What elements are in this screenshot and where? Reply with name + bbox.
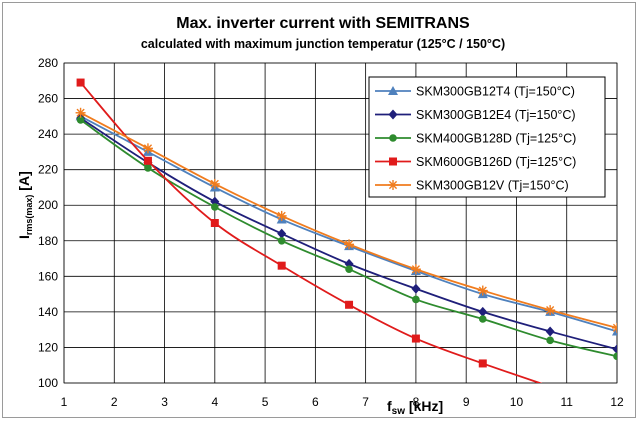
data-point-asterisk <box>276 210 287 221</box>
data-point-circle <box>211 203 219 211</box>
data-point-asterisk <box>545 305 556 316</box>
data-point-circle <box>412 295 420 304</box>
legend-item: SKM600GB126D (Tj=125°C) <box>375 155 576 169</box>
x-axis-label-main: f <box>387 398 392 414</box>
data-point-asterisk <box>209 178 220 189</box>
data-point-triangle <box>388 86 398 95</box>
y-axis-ticks: 100 120 140 160 180 200 220 240 260 280 <box>38 56 58 390</box>
x-axis-label-unit: [kHz] <box>405 398 443 414</box>
legend-label: SKM300GB12V (Tj=150°C) <box>416 179 569 193</box>
x-tick-label: 2 <box>111 395 118 409</box>
data-point-diamond <box>388 109 398 120</box>
data-point-circle <box>144 164 152 172</box>
y-tick-label: 240 <box>38 127 58 141</box>
legend-item: SKM400GB128D (Tj=125°C) <box>375 132 576 146</box>
data-point-diamond <box>478 306 488 317</box>
legend-box <box>368 76 606 198</box>
data-point-square <box>277 261 286 270</box>
data-point-asterisk <box>612 322 617 333</box>
y-tick-label: 180 <box>38 234 58 248</box>
chart-subtitle: calculated with maximum junction tempera… <box>141 37 505 51</box>
x-axis-label: fsw [kHz] <box>387 398 443 417</box>
legend-label: SKM300GB12E4 (Tj=150°C) <box>416 108 576 122</box>
y-tick-label: 140 <box>38 305 58 319</box>
x-tick-label: 1 <box>61 395 68 409</box>
data-point-diamond <box>612 344 617 355</box>
legend-item: SKM300GB12E4 (Tj=150°C) <box>375 108 576 122</box>
x-tick-label: 12 <box>610 395 624 409</box>
y-tick-label: 120 <box>38 340 58 354</box>
data-point-square <box>345 300 354 309</box>
data-point-asterisk <box>142 143 153 154</box>
x-tick-label: 7 <box>362 395 369 409</box>
y-tick-label: 200 <box>38 198 58 212</box>
x-tick-label: 3 <box>161 395 168 409</box>
data-point-square <box>478 359 487 368</box>
data-point-asterisk <box>410 264 421 275</box>
data-point-diamond <box>545 326 555 337</box>
y-axis-label: Irms(max) [A] <box>16 171 34 239</box>
data-point-circle <box>277 236 286 245</box>
data-point-circle <box>478 315 487 323</box>
data-point-asterisk <box>344 239 355 250</box>
x-tick-label: 11 <box>560 395 573 409</box>
data-point-square <box>389 157 397 166</box>
x-tick-label: 10 <box>510 395 524 409</box>
x-tick-label: 8 <box>413 395 420 409</box>
series-lines <box>75 78 617 383</box>
y-axis-label-sub: rms(max) <box>24 195 34 236</box>
legend-label: SKM400GB128D (Tj=125°C) <box>416 132 576 146</box>
legend: SKM300GB12T4 (Tj=150°C) SKM300GB12E4 (Tj=… <box>368 76 606 198</box>
inverter-current-chart: Max. inverter current with SEMITRANS cal… <box>16 15 624 417</box>
y-tick-label: 260 <box>38 92 58 106</box>
x-tick-label: 9 <box>463 395 470 409</box>
chart-frame: Max. inverter current with SEMITRANS cal… <box>2 2 636 418</box>
data-point-circle <box>546 336 554 345</box>
data-point-square <box>411 334 420 343</box>
x-tick-label: 6 <box>312 395 319 409</box>
legend-item: SKM300GB12V (Tj=150°C) <box>375 179 569 193</box>
legend-item: SKM300GB12T4 (Tj=150°C) <box>375 85 575 99</box>
data-point-asterisk <box>388 180 398 190</box>
y-axis-label-unit: [A] <box>16 171 32 194</box>
data-point-diamond <box>411 283 421 294</box>
series-circle <box>76 116 617 361</box>
x-tick-label: 5 <box>262 395 269 409</box>
y-tick-label: 280 <box>38 56 58 70</box>
x-tick-label: 4 <box>211 395 218 409</box>
chart-title: Max. inverter current with SEMITRANS <box>176 15 470 32</box>
y-axis-label-main: I <box>16 235 32 239</box>
y-tick-label: 160 <box>38 269 58 283</box>
series-asterisk <box>75 107 617 333</box>
legend-label: SKM300GB12T4 (Tj=150°C) <box>416 85 575 99</box>
data-point-circle <box>389 134 397 142</box>
data-point-asterisk <box>477 285 488 296</box>
x-axis-ticks: 1 2 3 4 5 6 7 8 9 10 11 12 <box>61 395 624 409</box>
y-tick-label: 100 <box>38 376 58 390</box>
series-square <box>76 78 543 383</box>
data-point-diamond <box>277 228 287 239</box>
data-point-square <box>76 78 85 87</box>
data-point-circle <box>76 116 85 124</box>
data-point-circle <box>613 352 617 361</box>
x-axis-label-sub: sw <box>392 406 406 417</box>
data-point-square <box>143 156 152 165</box>
data-point-square <box>210 219 219 227</box>
y-tick-label: 220 <box>38 163 58 177</box>
legend-label: SKM600GB126D (Tj=125°C) <box>416 155 576 169</box>
data-point-circle <box>345 265 353 274</box>
data-point-asterisk <box>75 107 86 118</box>
